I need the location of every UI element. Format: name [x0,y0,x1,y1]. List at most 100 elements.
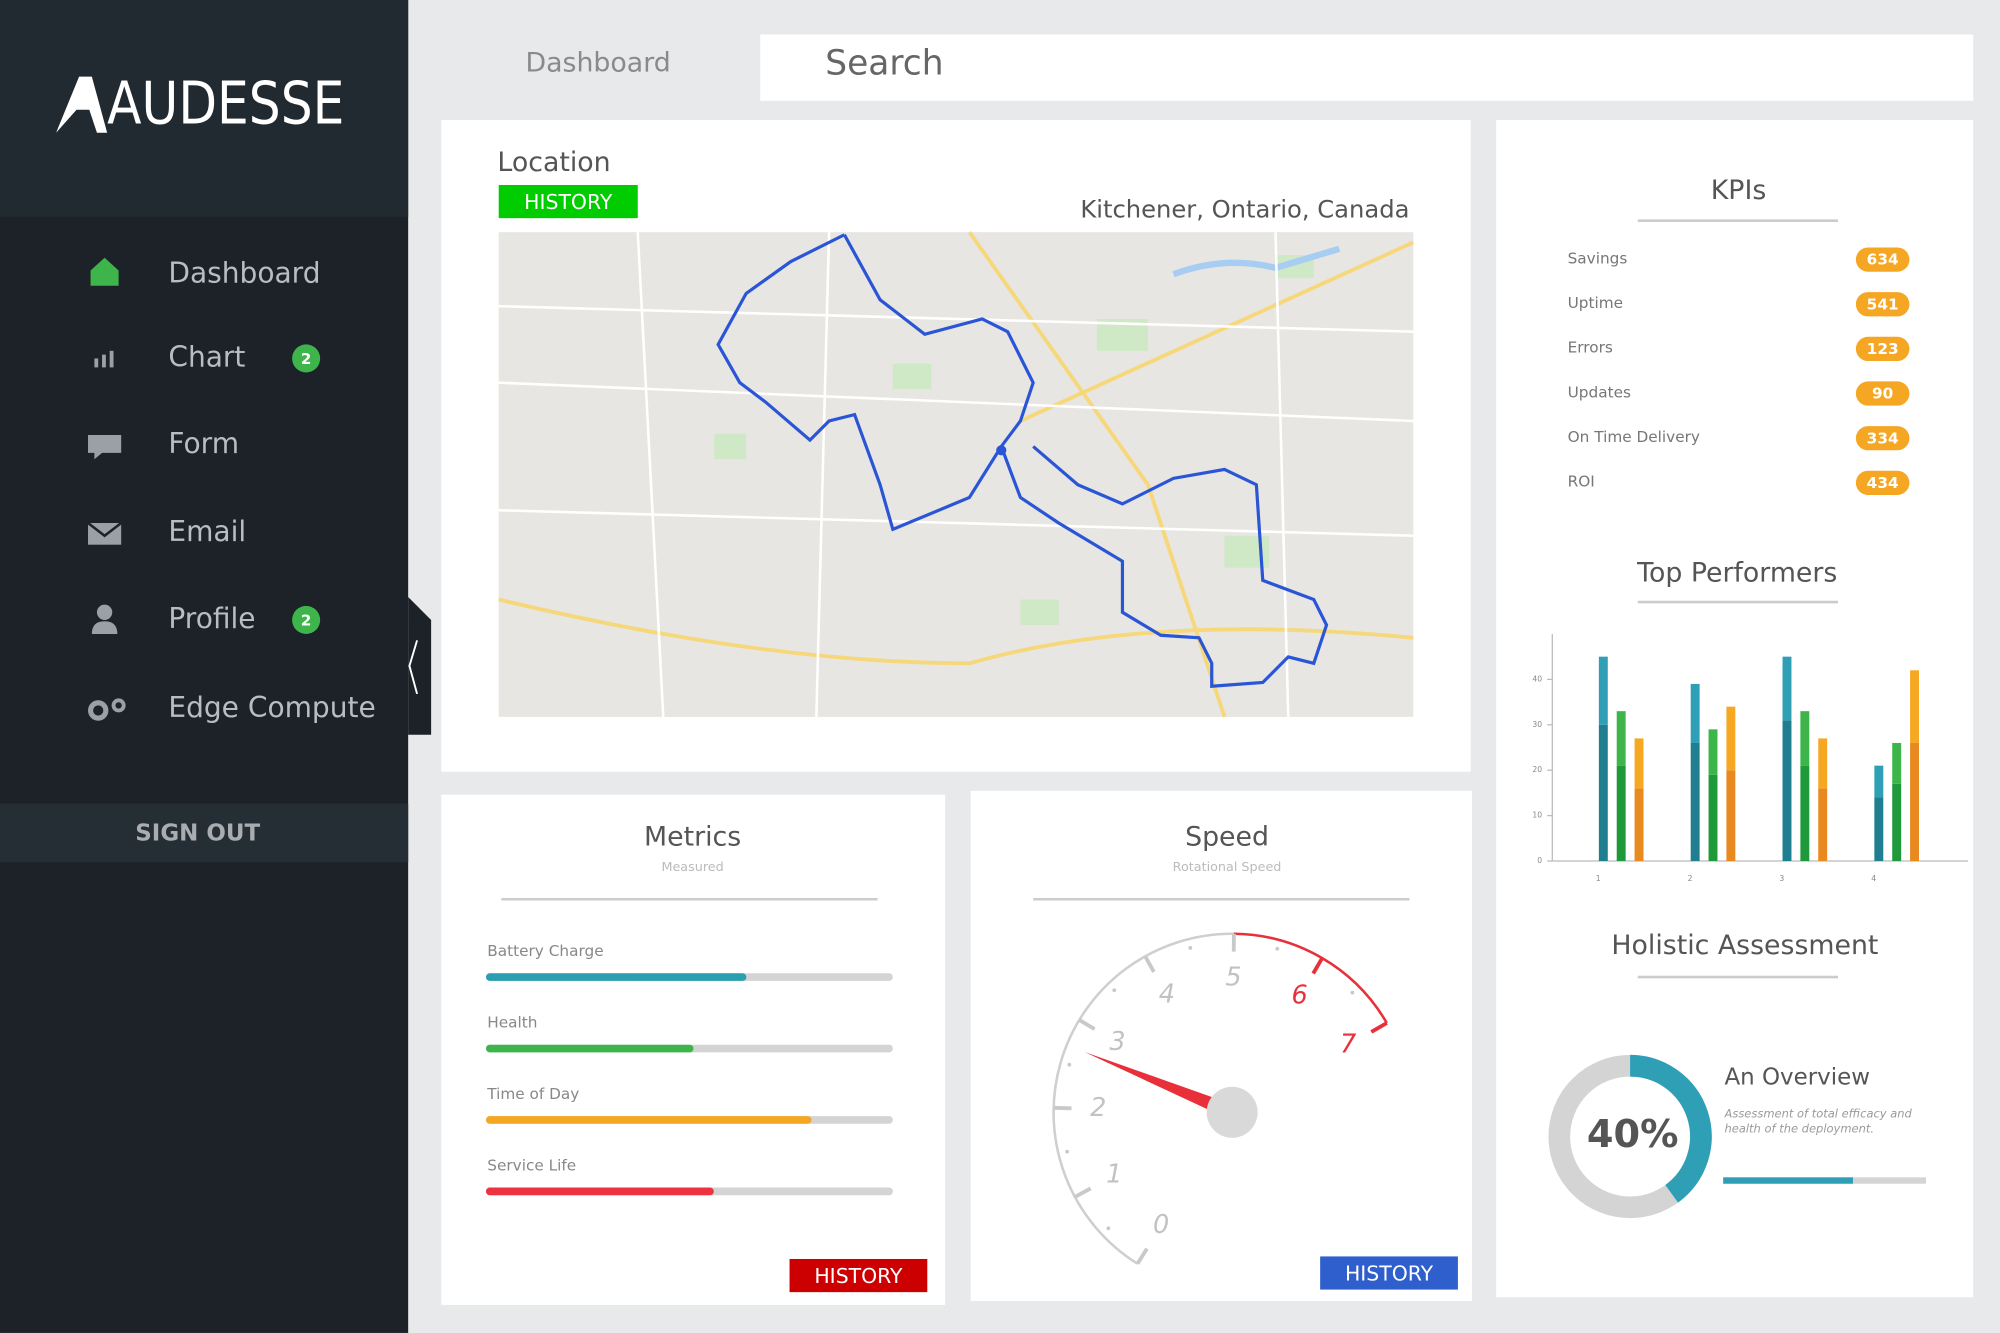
y-tick-label: 20 [1532,765,1542,774]
collapse-tab[interactable] [408,596,432,735]
bar-segment [1910,742,1920,862]
bar-segment [1800,711,1810,766]
kpi-value: 634 [1867,251,1899,269]
nav-label[interactable]: Email [168,515,246,548]
bar-segment [1892,783,1902,862]
gauge-minor [1112,988,1117,993]
gauge-tick-label: 1 [1106,1160,1122,1190]
kpi-list: Savings 634 Uptime 541 Errors 123 Updates 90 On … [1568,247,1910,495]
bar-segment [1690,742,1700,862]
gear-icon [88,698,126,721]
metric-label: Time of Day [486,1085,579,1103]
metric-bar [485,973,747,981]
button-label[interactable]: HISTORY [814,1264,903,1288]
gauge-tick-label: 6 [1292,981,1308,1011]
search-box[interactable] [760,34,1974,101]
gauge-tick-label: 7 [1340,1029,1356,1059]
kpi-badge [1855,292,1910,317]
gauge-tick [1135,1247,1149,1265]
kpi-badge [1855,336,1910,362]
bar-segment [1634,788,1644,862]
gauge-tick-label: 4 [1159,979,1175,1009]
bar-segment [1726,770,1736,862]
kpi-badge [1855,381,1910,406]
kpi-label: On Time Delivery [1568,428,1700,446]
badge [292,344,321,373]
card-title: Speed [1185,822,1269,853]
gauge-tick-label: 2 [1090,1093,1106,1123]
history-button[interactable] [789,1258,928,1293]
gauge-arc [1052,932,1234,1265]
badge-count: 2 [301,612,312,630]
card-title: KPIs [1711,175,1767,206]
gauge-tick-label: 3 [1109,1027,1125,1057]
bar-segment [1910,670,1920,743]
map [498,231,1415,718]
bar-segment [1800,765,1810,862]
metric-label: Battery Charge [487,942,603,960]
gauge-tick [1143,955,1156,973]
button-label[interactable]: HISTORY [1345,1261,1434,1285]
donut: 40% [1548,1054,1927,1219]
header-tab[interactable]: Dashboard [526,47,671,78]
donut-arc [1629,1054,1712,1203]
nav-label[interactable]: Profile [168,602,255,635]
gauge-needle [1084,1051,1236,1120]
bar-segment [1818,738,1828,789]
donut-label: 40% [1587,1112,1679,1157]
gauge-minor [1350,990,1355,995]
overview-heading: An Overview [1724,1064,1870,1090]
bar-segment [1598,656,1608,725]
card-subtitle: Measured [661,860,723,875]
kpi-label: Errors [1568,339,1613,357]
metrics-list: Battery Charge Health Time of Day Service L… [485,942,893,1196]
kpi-value: 90 [1872,385,1893,403]
profile-icon [91,604,118,634]
bar-segment [1874,797,1884,862]
form-icon [88,434,122,460]
search-placeholder: Search [825,44,943,84]
nav-label[interactable]: Form [168,427,239,460]
kpi-label: Updates [1568,383,1631,401]
kpi-badge [1855,470,1910,495]
badge [292,605,321,634]
kpi-value: 541 [1867,295,1899,313]
gauge-minor [1067,1062,1072,1067]
x-tick-label: 2 [1688,874,1693,883]
gauge-tick [1370,1021,1388,1034]
nav-label[interactable]: Chart [168,340,245,373]
kpi-label: Uptime [1568,294,1623,312]
bar-segment [1782,720,1792,862]
button-label[interactable]: HISTORY [524,190,613,214]
gauge-tick [1073,1186,1092,1199]
history-button[interactable] [498,184,638,219]
bar-segment [1616,711,1626,766]
speed-card [970,790,1472,1302]
metric-bar [485,1044,694,1053]
metric-label: Service Life [487,1156,576,1174]
gauge: 0 1 2 3 4 5 6 7 [1052,932,1388,1265]
metric-label: Health [487,1014,537,1032]
nav-label[interactable]: Edge Compute [168,691,375,724]
card-title: Location [497,147,610,178]
x-tick-label: 4 [1871,874,1876,883]
gauge-tick [1078,1018,1096,1031]
nav-label[interactable]: Dashboard [168,256,320,289]
brand-logo [56,76,108,133]
history-button[interactable] [1320,1256,1458,1290]
sign-out-bar[interactable] [0,803,409,863]
gauge-minor [1106,1226,1111,1231]
sidebar [0,0,409,1333]
y-tick-label: 10 [1532,811,1542,820]
y-tick-label: 40 [1532,674,1542,683]
chart-icon [94,350,114,368]
y-tick-label: 30 [1532,720,1542,729]
sign-out[interactable]: SIGN OUT [135,821,260,847]
bar-segment [1782,656,1792,721]
kpi-badge [1855,426,1910,451]
kpi-label: ROI [1568,473,1595,491]
bar-segment [1874,765,1884,798]
gauge-tick-label: 5 [1225,962,1241,992]
